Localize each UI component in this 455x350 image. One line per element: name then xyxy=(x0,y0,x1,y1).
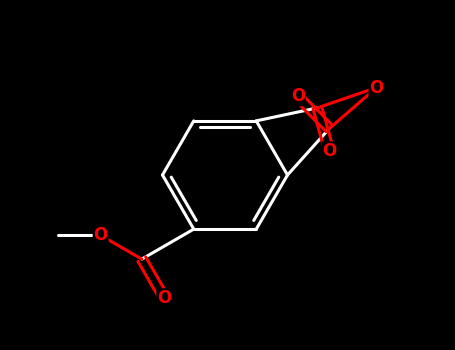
Text: O: O xyxy=(157,289,172,307)
Text: O: O xyxy=(322,142,337,160)
Text: O: O xyxy=(94,226,108,244)
Text: O: O xyxy=(369,78,384,97)
Text: O: O xyxy=(291,88,305,105)
